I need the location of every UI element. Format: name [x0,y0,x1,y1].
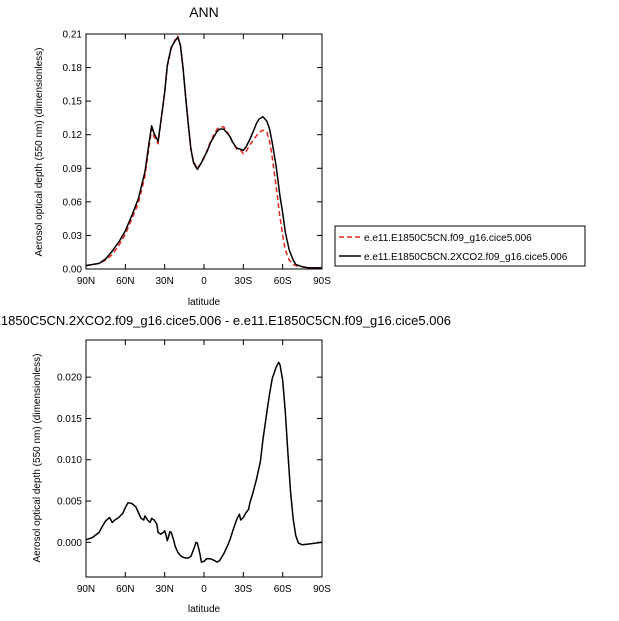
top-plot-frame [85,33,323,270]
bot-y-tick-label: 0.015 [57,414,82,425]
bottom-plot-frame [85,339,323,578]
bot-y-tick-label: 0.010 [57,455,82,466]
bot-y-tick-label: 0.000 [57,538,82,549]
top-x-tick-label: 30S [234,276,252,287]
top-y-axis-label: Aerosol optical depth (550 nm) (dimensio… [34,48,45,257]
legend-label-2xco2: e.e11.E1850C5CN.2XCO2.f09_g16.cice5.006 [364,252,568,263]
bot-y-tick-label: 0.005 [57,497,82,508]
top-series-line-1 [85,36,322,269]
top-y-tick-label: 0.06 [63,197,83,208]
bot-x-tick-label: 90S [313,584,331,595]
top-x-axis: 90N 60N 30N 0 30S 60S 90S [77,34,331,287]
legend-box [334,225,586,267]
top-series-line-0 [85,35,322,269]
top-y-tick-label: 0.18 [63,63,83,74]
top-y-tick-label: 0.03 [63,231,83,242]
top-chart-title: ANN [189,4,219,20]
bottom-x-axis-label: latitude [188,604,221,615]
top-x-tick-label: 30N [155,276,173,287]
bottom-panel: e.e11.E1850C5CN.2XCO2.f09_g16.cice5.006 … [0,313,451,615]
bottom-chart-title: e.e11.E1850C5CN.2XCO2.f09_g16.cice5.006 … [0,313,451,328]
top-x-tick-label: 90S [313,276,331,287]
bot-x-tick-label: 60S [274,584,292,595]
bot-y-tick-label: 0.020 [57,373,82,384]
bottom-x-axis: 90N 60N 30N 0 30S 60S 90S [77,340,331,595]
top-x-tick-label: 0 [201,276,207,287]
legend-label-control: e.e11.E1850C5CN.f09_g16.cice5.006 [364,233,532,244]
bot-x-tick-label: 60N [116,584,134,595]
top-series-group [85,35,322,269]
top-y-tick-label: 0.15 [63,97,83,108]
top-y-tick-label: 0.09 [63,164,83,175]
bottom-series-group [85,361,323,563]
bot-x-tick-label: 90N [77,584,95,595]
top-y-tick-label: 0.00 [63,265,83,276]
top-x-tick-label: 90N [77,276,95,287]
bottom-y-axis-label: Aerosol optical depth (550 nm) (dimensio… [32,354,43,563]
bot-series-line-0 [85,361,323,563]
top-y-axis: 0.00 0.03 0.06 0.09 0.12 0.15 0.18 0.21 [63,30,322,276]
top-x-tick-label: 60S [274,276,292,287]
top-x-tick-label: 60N [116,276,134,287]
top-panel: ANN 0.00 0.03 0.06 0.09 0.12 0.15 0.18 0.21 90N… [34,4,331,308]
bottom-y-axis: 0.000 0.005 0.010 0.015 0.020 [57,373,322,549]
top-x-axis-label: latitude [188,297,221,308]
top-y-tick-label: 0.12 [63,130,83,141]
bot-x-tick-label: 30S [234,584,252,595]
top-y-tick-label: 0.21 [63,30,83,41]
bot-x-tick-label: 30N [155,584,173,595]
bot-x-tick-label: 0 [201,584,207,595]
legend: e.e11.E1850C5CN.f09_g16.cice5.006 e.e11.… [334,225,586,267]
